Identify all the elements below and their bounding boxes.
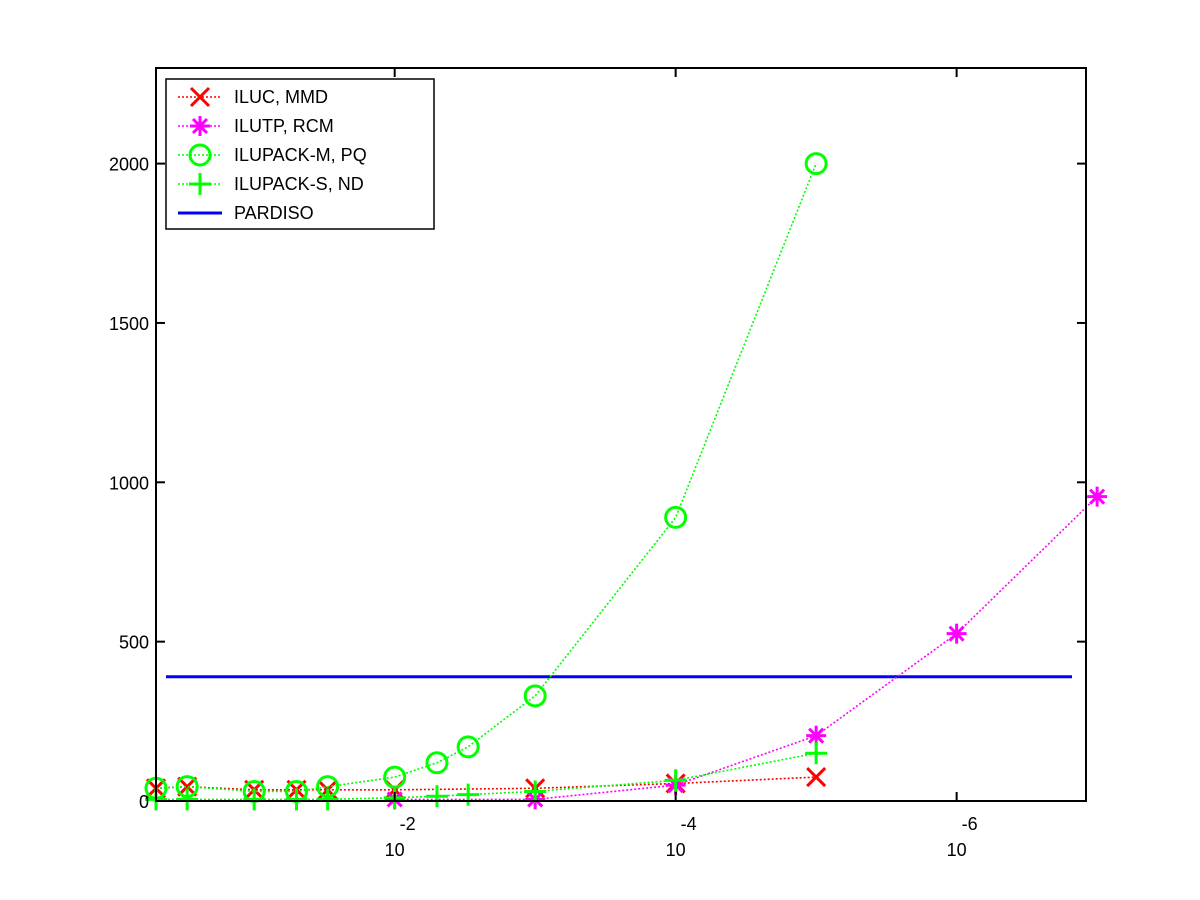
series-line-ilutp-rcm [394,496,1098,801]
y-tick-label: 0 [139,792,149,812]
data-point-ilutp-rcm-4 [946,623,967,644]
y-tick-label: 1000 [109,473,149,493]
legend-marker-iluc-mmd [189,86,211,108]
legend-marker-ilupack-m-pq [188,143,212,167]
axes-box [155,67,1087,802]
data-point-ilupack-s-nd-4 [316,788,339,811]
data-point-ilupack-s-nd-8 [524,780,547,803]
legend: ILUC, MMD ILUTP, RCM ILUPACK-M, PQ ILUPACK-… [165,78,435,230]
legend-label-ilupack-s-nd: ILUPACK-S, ND [234,174,364,194]
legend-item-iluc-mmd: ILUC, MMD [178,86,328,108]
x-tick-label-base: 10 [666,840,686,860]
legend-item-ilupack-m-pq: ILUPACK-M, PQ [178,143,367,167]
data-point-ilutp-rcm-5 [1087,486,1108,507]
legend-label-iluc-mmd: ILUC, MMD [234,87,328,107]
x-tick-label-exponent: -2 [400,814,416,834]
legend-marker-ilupack-s-nd [189,173,211,195]
legend-label-ilutp-rcm: ILUTP, RCM [234,116,334,136]
data-point-ilupack-m-pq-8 [523,684,547,708]
legend-item-pardiso: PARDISO [178,203,314,223]
legend-label-ilupack-m-pq: ILUPACK-M, PQ [234,145,367,165]
series-line-ilupack-m-pq [155,163,817,793]
data-point-ilupack-m-pq-9 [664,505,688,529]
data-point-ilupack-s-nd-3 [285,788,308,811]
data-point-ilupack-m-pq-7 [456,735,480,759]
axes-layer: 0 500 1000 1500 2000 10 -2 10 -4 10 -6 [109,67,1087,860]
y-tick-label: 500 [119,633,149,653]
data-point-ilupack-s-nd-6 [425,785,448,808]
x-tick-label-exponent: -6 [962,814,978,834]
data-point-iluc-mmd-8 [806,767,827,788]
series-ilutp-rcm [384,486,1108,810]
data-point-ilupack-m-pq-6 [425,751,449,775]
x-tick-label-base: 10 [385,840,405,860]
legend-item-ilutp-rcm: ILUTP, RCM [178,116,334,136]
x-tick-label-exponent: -4 [681,814,697,834]
y-tick-label: 2000 [109,155,149,175]
data-point-ilupack-s-nd-1 [176,788,199,811]
legend-item-ilupack-s-nd: ILUPACK-S, ND [178,173,364,195]
legend-marker-ilutp-rcm [190,116,210,136]
x-tick-label-base: 10 [947,840,967,860]
series-ilupack-s-nd [145,742,828,811]
data-point-iluc-mmd-1 [177,776,198,797]
legend-label-pardiso: PARDISO [234,203,314,223]
data-point-ilupack-s-nd-10 [805,742,828,765]
data-point-ilupack-s-nd-9 [664,769,687,792]
data-point-ilupack-s-nd-2 [243,788,266,811]
data-point-ilutp-rcm-3 [806,725,827,746]
data-point-ilupack-m-pq-10 [804,152,828,176]
y-tick-label: 1500 [109,314,149,334]
series-layer [144,152,1108,811]
